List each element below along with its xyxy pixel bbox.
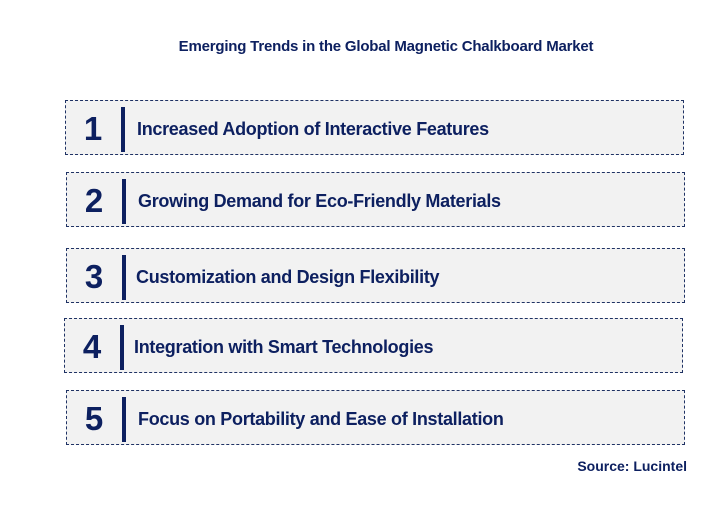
trend-label: Focus on Portability and Ease of Install…	[138, 409, 504, 429]
trend-label: Customization and Design Flexibility	[136, 267, 440, 287]
trend-number: 1	[83, 110, 103, 147]
trend-number: 3	[84, 258, 104, 295]
trend-label: Growing Demand for Eco-Friendly Material…	[138, 191, 501, 211]
trend-number: 5	[84, 400, 104, 437]
trend-item-1: 1 Increased Adoption of Interactive Feat…	[65, 100, 684, 155]
source-credit: Source: Lucintel	[577, 458, 687, 474]
trend-number: 4	[82, 328, 102, 365]
divider-bar	[121, 107, 125, 152]
trend-item-2: 2 Growing Demand for Eco-Friendly Materi…	[66, 172, 685, 227]
trend-item-3: 3 Customization and Design Flexibility	[66, 248, 685, 303]
divider-bar	[122, 397, 126, 442]
divider-bar	[122, 255, 126, 300]
trend-item-4: 4 Integration with Smart Technologies	[64, 318, 683, 373]
trend-item-5: 5 Focus on Portability and Ease of Insta…	[66, 390, 685, 445]
trend-label: Increased Adoption of Interactive Featur…	[137, 119, 489, 139]
divider-bar	[122, 179, 126, 224]
trend-number: 2	[84, 182, 104, 219]
trend-label: Integration with Smart Technologies	[134, 337, 434, 357]
divider-bar	[120, 325, 124, 370]
diagram-title: Emerging Trends in the Global Magnetic C…	[178, 38, 594, 55]
